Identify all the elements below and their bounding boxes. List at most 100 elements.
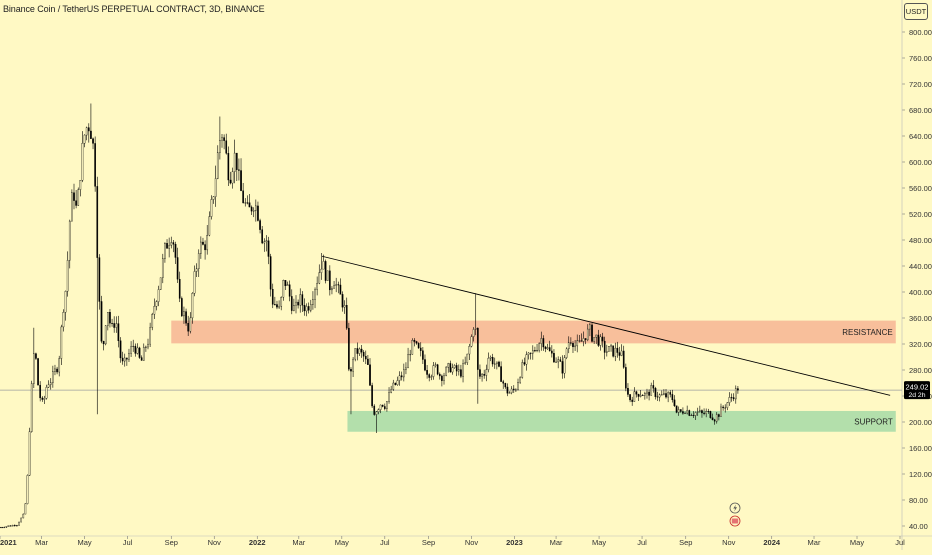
candle-body — [282, 280, 285, 298]
candle-body — [259, 220, 261, 230]
candle-body — [711, 417, 714, 420]
candle-body — [502, 381, 505, 384]
candle-body — [737, 388, 739, 391]
candle-body — [348, 327, 350, 370]
y-tick-label: 480.00 — [909, 236, 932, 245]
candle-body — [155, 301, 158, 307]
price-label-countdown: 2d 2h — [908, 392, 925, 399]
candle-body — [358, 348, 361, 354]
candle-body — [221, 137, 223, 141]
currency-button[interactable]: USDT — [904, 3, 928, 20]
candle-body — [257, 205, 259, 221]
candle-body — [722, 406, 724, 409]
candle-body — [620, 350, 623, 356]
candle-body — [172, 242, 175, 245]
candle-body — [326, 270, 329, 281]
candle-body — [413, 340, 416, 342]
candle-body — [130, 346, 132, 354]
candle-body — [312, 299, 314, 305]
candle-body — [96, 186, 99, 258]
candle-body — [227, 153, 230, 181]
candle-body — [595, 334, 598, 338]
candle-body — [718, 414, 720, 417]
candle-body — [5, 526, 8, 528]
candle-body — [390, 389, 392, 393]
y-axis[interactable]: 40.0080.00120.00160.00200.00240.00280.00… — [901, 0, 932, 550]
candle-body — [159, 277, 162, 290]
candle-body — [523, 362, 526, 365]
candle-body — [265, 240, 268, 242]
candle-body — [682, 411, 684, 414]
x-tick-label: Mar — [550, 538, 563, 547]
candle-body — [627, 387, 629, 395]
candle-body — [614, 347, 617, 357]
candle-body — [98, 257, 101, 302]
candle-body — [724, 407, 727, 409]
candle-body — [462, 363, 464, 377]
candle-body — [28, 431, 31, 476]
candle-body — [477, 328, 479, 370]
candle-body — [580, 340, 583, 342]
candle-body — [557, 359, 560, 363]
x-axis[interactable]: 2021 Mar May Jul Sep Nov 2022 Mar May Jul Sep Nov 20… — [0, 535, 932, 547]
candle-body — [26, 475, 29, 504]
x-tick-label: Nov — [208, 538, 222, 547]
candle-body — [267, 240, 270, 257]
candle-body — [37, 358, 39, 386]
candle-body — [483, 373, 486, 376]
candle-body — [436, 364, 439, 375]
candle-body — [707, 411, 710, 412]
candle-body — [24, 503, 27, 515]
candle-body — [68, 220, 71, 261]
candle-body — [208, 216, 211, 236]
candle-body — [360, 348, 363, 353]
candle-body — [153, 306, 156, 315]
y-tick-label: 360.00 — [909, 314, 932, 323]
candle-body — [352, 358, 354, 372]
candle-body — [677, 409, 680, 413]
candle-body — [618, 352, 621, 356]
candle-body — [447, 363, 450, 368]
candle-body — [644, 393, 646, 396]
candle-body — [396, 380, 399, 385]
candle-body — [565, 348, 568, 358]
candle-body — [183, 311, 185, 317]
candle-body — [428, 374, 431, 378]
candle-body — [715, 414, 718, 422]
y-tick-label: 520.00 — [909, 210, 932, 219]
candle-body — [261, 229, 264, 244]
candle-body — [81, 143, 84, 181]
candle-body — [41, 397, 44, 400]
candle-body — [443, 375, 445, 381]
candle-body — [305, 306, 308, 312]
candle-body — [652, 385, 655, 389]
candle-body — [11, 525, 14, 527]
candle-body — [544, 346, 547, 349]
x-tick-label: Sep — [679, 538, 692, 547]
candle-body — [705, 411, 708, 414]
candle-body — [690, 414, 693, 416]
candle-body — [164, 243, 166, 259]
candle-body — [252, 210, 255, 212]
candle-body — [104, 325, 107, 345]
candle-body — [635, 391, 638, 395]
candle-body — [223, 137, 225, 141]
candle-body — [107, 312, 109, 326]
support-zone — [347, 410, 896, 432]
candle-body — [314, 289, 316, 300]
event-icons[interactable] — [729, 502, 741, 527]
candle-body — [16, 525, 18, 527]
candle-body — [85, 127, 88, 136]
support-zone-label: SUPPORT — [854, 417, 893, 426]
candle-body — [145, 346, 147, 348]
candle-body — [197, 253, 200, 269]
candle-body — [508, 392, 511, 394]
candle-body — [641, 395, 644, 396]
candle-body — [343, 305, 346, 308]
candle-body — [248, 202, 251, 208]
candle-body — [538, 343, 540, 351]
candle-body — [610, 345, 612, 347]
candle-body — [238, 169, 240, 171]
